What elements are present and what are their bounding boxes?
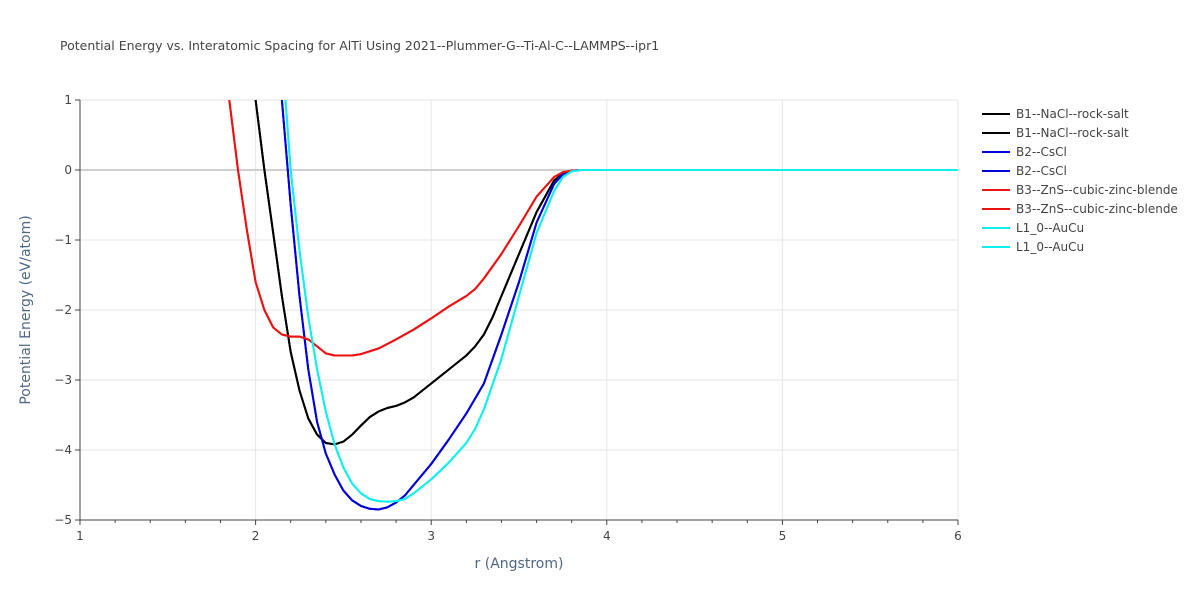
y-tick-label: −3 [54, 373, 72, 387]
axes [75, 99, 959, 525]
tick-labels: 1 2 3 4 5 6 1 0 −1 −2 −3 −4 −5 [54, 93, 962, 543]
x-tick-label: 2 [252, 529, 260, 543]
chart-title: Potential Energy vs. Interatomic Spacing… [60, 38, 659, 53]
x-tick-label: 5 [779, 529, 787, 543]
y-tick-label: −4 [54, 443, 72, 457]
legend-label: B1--NaCl--rock-salt [1016, 126, 1129, 140]
legend-item[interactable]: B3--ZnS--cubic-zinc-blende [982, 183, 1178, 197]
legend-label: L1_0--AuCu [1016, 240, 1084, 254]
legend-label: B2--CsCl [1016, 164, 1067, 178]
legend-item[interactable]: B2--CsCl [982, 145, 1067, 159]
x-tick-label: 3 [427, 529, 435, 543]
legend-item[interactable]: L1_0--AuCu [982, 240, 1084, 254]
legend-label: B3--ZnS--cubic-zinc-blende [1016, 183, 1178, 197]
legend-item[interactable]: B2--CsCl [982, 164, 1067, 178]
y-axis-label: Potential Energy (eV/atom) [18, 215, 34, 404]
legend-label: L1_0--AuCu [1016, 221, 1084, 235]
legend-item[interactable]: B1--NaCl--rock-salt [982, 107, 1129, 121]
series-line-5 [228, 100, 958, 357]
series-layer [228, 100, 958, 511]
legend-item[interactable]: L1_0--AuCu [982, 221, 1084, 235]
series-line-7 [284, 100, 958, 503]
x-tick-label: 6 [954, 529, 962, 543]
x-axis-label: r (Angstrom) [475, 556, 564, 572]
legend-item[interactable]: B1--NaCl--rock-salt [982, 126, 1129, 140]
legend-label: B1--NaCl--rock-salt [1016, 107, 1129, 121]
y-tick-label: 0 [64, 163, 72, 177]
y-tick-label: 1 [64, 93, 72, 107]
x-tick-label: 1 [76, 529, 84, 543]
y-tick-label: −1 [54, 233, 72, 247]
y-tick-label: −5 [54, 513, 72, 527]
legend-item[interactable]: B3--ZnS--cubic-zinc-blende [982, 202, 1178, 216]
x-tick-label: 4 [603, 529, 611, 543]
y-tick-label: −2 [54, 303, 72, 317]
legend-label: B2--CsCl [1016, 145, 1067, 159]
legend[interactable]: B1--NaCl--rock-salt B1--NaCl--rock-salt B2… [982, 107, 1178, 254]
legend-label: B3--ZnS--cubic-zinc-blende [1016, 202, 1178, 216]
